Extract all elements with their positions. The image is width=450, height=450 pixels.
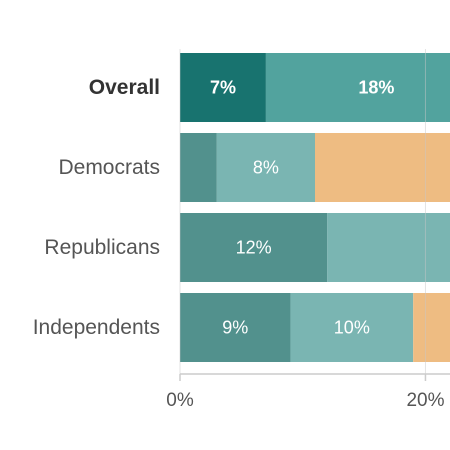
value-label: 10% (334, 317, 370, 337)
bars (180, 53, 450, 362)
bar-segment (180, 213, 328, 282)
bar-segment (180, 293, 291, 362)
value-label: 8% (253, 157, 279, 177)
category-label: Republicans (44, 236, 160, 259)
bar-segment (290, 293, 414, 362)
category-label: Democrats (58, 156, 160, 179)
bar-segment (327, 213, 450, 282)
bar-segment (315, 133, 450, 202)
x-tick-label: 20% (406, 390, 444, 411)
value-label: 7% (210, 77, 236, 97)
bar-segment (216, 133, 315, 202)
category-label: Overall (89, 76, 160, 99)
value-label: 18% (358, 77, 394, 97)
value-label: 9% (222, 317, 248, 337)
x-tick-label: 0% (166, 390, 194, 411)
bar-segment (180, 133, 217, 202)
category-label: Independents (33, 316, 160, 339)
bar-segment (265, 53, 450, 122)
bar-segment (413, 293, 450, 362)
value-label: 12% (236, 237, 272, 257)
bar-segment (180, 53, 266, 122)
